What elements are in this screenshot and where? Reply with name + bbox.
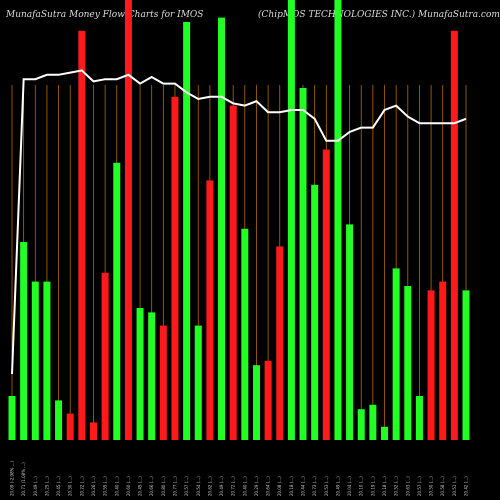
x-tick-label: 20.52 (...) bbox=[394, 476, 399, 496]
x-tick-label: 20.44 (...) bbox=[301, 476, 306, 496]
volume-bar bbox=[78, 30, 86, 441]
x-tick-label: 20.26 (...) bbox=[91, 476, 96, 496]
x-tick-label: 20.18 (...) bbox=[289, 476, 294, 496]
x-tick-label: 20.29 (...) bbox=[254, 476, 259, 496]
x-tick-label: 20.50 (...) bbox=[429, 476, 434, 496]
x-tick-label: 20.51 (...) bbox=[452, 476, 457, 496]
volume-bar bbox=[392, 268, 400, 440]
volume-bar bbox=[252, 365, 260, 440]
volume-bar bbox=[66, 413, 74, 440]
volume-bar bbox=[276, 246, 284, 440]
x-tick-label: 20.25 (...) bbox=[44, 476, 49, 496]
x-tick-label: 20.45 (...) bbox=[138, 476, 143, 496]
x-tick-label: 20.57 (...) bbox=[417, 476, 422, 496]
volume-bar bbox=[264, 360, 272, 440]
x-tick-label: 20.49 (...) bbox=[335, 476, 340, 496]
volume-bar bbox=[381, 426, 389, 440]
volume-bar bbox=[218, 17, 226, 440]
x-tick-label: 20.18 (...) bbox=[382, 476, 387, 496]
volume-bar bbox=[159, 325, 167, 440]
x-tick-label: 20.30 (...) bbox=[68, 476, 73, 496]
x-tick-label: 20.73 (...) bbox=[312, 476, 317, 496]
x-tick-label: 20.40 (...) bbox=[242, 476, 247, 496]
volume-bar bbox=[287, 0, 295, 440]
volume-bar bbox=[89, 422, 97, 440]
x-tick-label: 20.57 (...) bbox=[184, 476, 189, 496]
chart-title: MunafaSutra Money Flow Charts for IMOS bbox=[6, 10, 204, 20]
x-axis-labels: 20.09 (-2.98% ...) 20.71 (1.08% ...) 20.49… bbox=[10, 460, 469, 496]
x-tick-label: 20.58 (...) bbox=[440, 476, 445, 496]
x-tick-label: 20.62 (...) bbox=[207, 476, 212, 496]
volume-bar bbox=[404, 286, 412, 440]
chart-subtitle: (ChipMOS TECHNOLOGIES INC.) MunafaSutra.… bbox=[258, 10, 500, 20]
volume-bar bbox=[415, 396, 423, 440]
volume-bar bbox=[171, 96, 179, 441]
x-tick-label: 20.80 (...) bbox=[161, 476, 166, 496]
volume-bar bbox=[311, 184, 319, 440]
volume-bar bbox=[241, 228, 249, 440]
volume-bar bbox=[43, 281, 51, 440]
x-tick-label: 20.66 (...) bbox=[149, 476, 154, 496]
volume-bar bbox=[136, 308, 144, 440]
x-tick-label: 20.42 (...) bbox=[464, 476, 469, 496]
x-tick-label: 20.19 (...) bbox=[370, 476, 375, 496]
x-tick-label: 20.22 (...) bbox=[79, 476, 84, 496]
x-tick-label: 20.49 (...) bbox=[219, 476, 224, 496]
x-tick-label: 20.04 (...) bbox=[347, 476, 352, 496]
volume-bar bbox=[229, 105, 237, 440]
x-tick-label: 20.77 (...) bbox=[172, 476, 177, 496]
x-tick-label: 20.45 (...) bbox=[56, 476, 61, 496]
volume-bar bbox=[322, 149, 330, 440]
price-series-line bbox=[11, 69, 467, 375]
x-tick-label: 20.54 (...) bbox=[196, 476, 201, 496]
x-tick-label: 20.64 (...) bbox=[266, 476, 271, 496]
x-tick-label: 20.09 (-2.98% ...) bbox=[10, 460, 15, 496]
x-tick-label: 20.08 (...) bbox=[277, 476, 282, 496]
x-tick-label: 20.63 (...) bbox=[405, 476, 410, 496]
volume-bar bbox=[206, 180, 214, 440]
volume-bar bbox=[148, 312, 156, 440]
volume-bar bbox=[31, 281, 39, 440]
volume-bar bbox=[450, 30, 458, 441]
volume-bar bbox=[462, 290, 470, 440]
x-tick-label: 20.49 (...) bbox=[33, 476, 38, 496]
volume-bar bbox=[8, 396, 16, 440]
volume-bar bbox=[357, 409, 365, 440]
volume-bar bbox=[427, 290, 435, 440]
x-tick-label: 20.55 (...) bbox=[103, 476, 108, 496]
volume-bar bbox=[439, 281, 447, 440]
x-tick-label: 20.72 (...) bbox=[231, 476, 236, 496]
x-tick-label: 20.53 (...) bbox=[324, 476, 329, 496]
volume-bar bbox=[334, 0, 342, 440]
price-line bbox=[11, 69, 467, 375]
volume-bar bbox=[113, 162, 121, 441]
volume-bar bbox=[194, 325, 202, 440]
volume-bar bbox=[55, 400, 63, 440]
volume-bar bbox=[124, 0, 132, 440]
volume-bar bbox=[183, 22, 191, 440]
volume-bars bbox=[8, 0, 470, 441]
volume-bar bbox=[369, 404, 377, 440]
volume-bar bbox=[101, 272, 109, 440]
x-tick-label: 20.10 (...) bbox=[359, 476, 364, 496]
x-tick-label: 20.40 (...) bbox=[114, 476, 119, 496]
x-tick-label: 20.71 (1.08% ...) bbox=[21, 462, 26, 496]
x-tick-label: 20.60 (...) bbox=[126, 476, 131, 496]
volume-bar bbox=[346, 224, 354, 440]
volume-bar bbox=[20, 242, 28, 440]
volume-bar bbox=[299, 88, 307, 440]
